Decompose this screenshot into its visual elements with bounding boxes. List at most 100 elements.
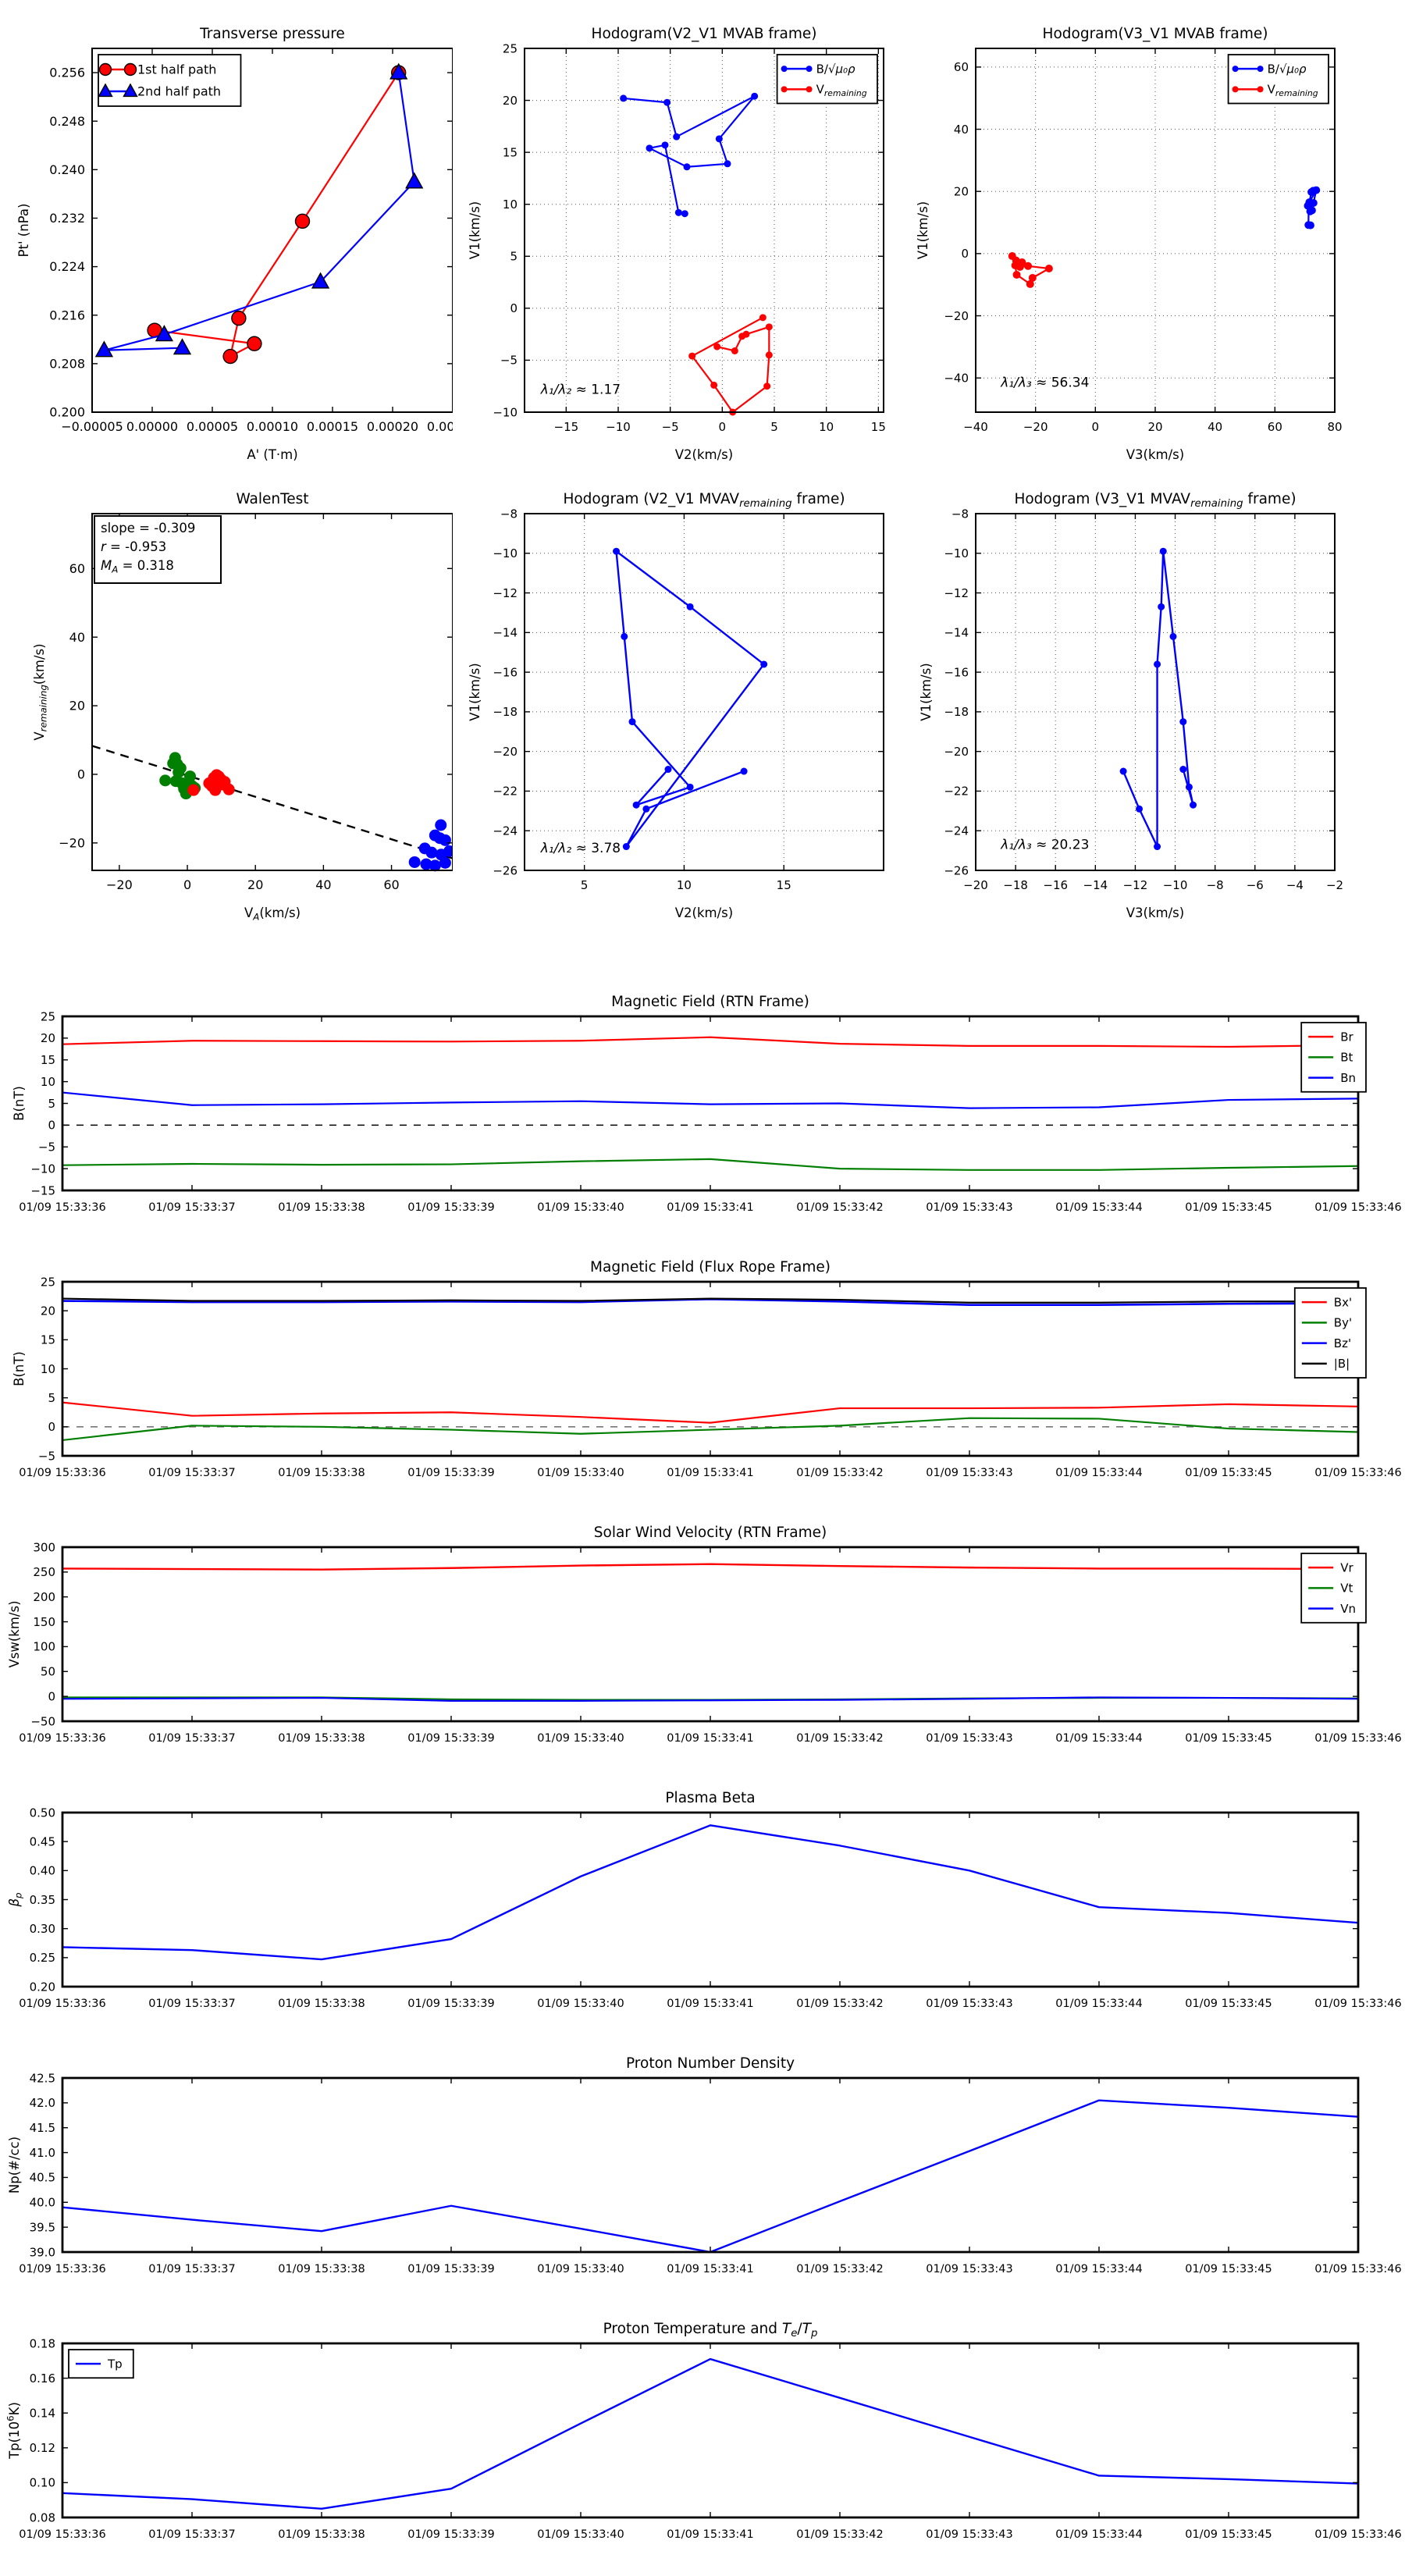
plot-title: Magnetic Field (Flux Rope Frame) (590, 1259, 831, 1276)
x-tick-label: 01/09 15:33:44 (1055, 1201, 1143, 1214)
x-axis-label: V3(km/s) (1126, 447, 1184, 462)
series-By' (61, 1417, 1360, 1442)
x-tick-label: 0.00000 (126, 419, 178, 434)
x-tick-label: 01/09 15:33:37 (148, 1201, 236, 1214)
chart-magnetic-field-rtn: 01/09 15:33:36 01/09 15:33:37 01/09 15:33:… (12, 994, 1402, 1214)
legend-label: Br (1340, 1030, 1353, 1044)
x-tick-label: −8 (1207, 878, 1224, 892)
plot-title: Plasma Beta (665, 1790, 755, 1806)
x-tick-label: 80 (1327, 420, 1342, 434)
y-tick-label: −18 (944, 705, 969, 719)
legend: Bx' By' Bz' |B| (1293, 1287, 1367, 1379)
x-tick-label: 01/09 15:33:40 (537, 1732, 624, 1745)
x-tick-label: 01/09 15:33:41 (667, 1732, 754, 1745)
legend: Vr Vt Vn (1300, 1553, 1367, 1624)
x-tick-label: −5 (662, 420, 679, 434)
x-tick-label: 01/09 15:33:37 (148, 1732, 236, 1745)
y-tick-label: 60 (69, 561, 85, 576)
y-tick-label: 39.0 (30, 2245, 55, 2259)
legend: 1st half path 2nd half path (98, 54, 242, 107)
series-Vr (61, 1563, 1360, 1571)
series-B-path (1304, 186, 1321, 229)
grid (975, 513, 1336, 871)
x-tick-label: 15 (871, 420, 886, 434)
y-tick-label: −14 (493, 626, 518, 640)
y-tick-label: −20 (493, 745, 518, 759)
y-tick-label: 0.200 (49, 405, 85, 420)
y-tick-label: 200 (33, 1590, 55, 1604)
y-tick-label: 41.0 (30, 2146, 55, 2160)
y-tick-label: 0.30 (30, 1922, 55, 1936)
ticks (62, 1546, 1359, 1722)
chart-magnetic-field-flux-rope: 01/09 15:33:36 01/09 15:33:37 01/09 15:33:… (12, 1259, 1402, 1479)
legend-label: 2nd half path (137, 84, 221, 99)
legend: Tp (68, 2349, 134, 2379)
y-tick-label: 250 (33, 1565, 55, 1579)
y-tick-label: 0.12 (30, 2441, 55, 2455)
x-axis-label: VA(km/s) (244, 906, 301, 923)
x-tick-label: 01/09 15:33:39 (407, 2263, 495, 2275)
x-tick-label: 20 (247, 877, 263, 892)
y-axis-label: B(nT) (12, 1351, 27, 1386)
axes-frame (91, 513, 453, 871)
x-tick-label: 01/09 15:33:43 (926, 1998, 1013, 2010)
x-tick-label: 01/09 15:33:38 (278, 2528, 365, 2541)
y-tick-label: 0.50 (30, 1806, 55, 1820)
x-tick-label: 01/09 15:33:44 (1055, 1732, 1143, 1745)
x-tick-label: 01/09 15:33:40 (537, 2528, 624, 2541)
series-1st half path (147, 65, 407, 365)
ticks (62, 2343, 1359, 2518)
x-tick-label: 01/09 15:33:38 (278, 1732, 365, 1745)
legend-label: Bz' (1334, 1336, 1351, 1350)
stats-box: slope = -0.309 r = -0.953 MA = 0.318 (94, 515, 222, 584)
chart-walen-test: −20 0 20 40 60 −20 0 20 40 60 WalenTest VA(km/s) Vre… (32, 491, 453, 923)
x-tick-label: 0.00025 (427, 419, 453, 434)
y-tick-label: 0.40 (30, 1864, 55, 1878)
axes-frame (524, 48, 884, 413)
x-tick-label: −0.00005 (61, 419, 123, 434)
y-tick-label: 0.16 (30, 2371, 55, 2386)
y-tick-label: 25 (503, 41, 518, 55)
y-tick-label: 15 (41, 1053, 55, 1067)
y-tick-label: 10 (41, 1362, 55, 1376)
y-tick-label: 42.0 (30, 2096, 55, 2110)
y-tick-label: 20 (69, 699, 85, 713)
y-tick-label: −16 (944, 665, 969, 679)
y-tick-label: 0.248 (49, 114, 85, 129)
y-tick-label: 0.45 (30, 1834, 55, 1848)
axes-frame (524, 513, 884, 871)
x-tick-label: 01/09 15:33:36 (19, 2263, 106, 2275)
ticks (975, 513, 1336, 871)
legend-label: B/√μ₀ρ (1268, 62, 1307, 76)
y-tick-label: 0 (48, 1420, 55, 1434)
legend-label: Vr (1340, 1560, 1353, 1574)
x-tick-label: 10 (677, 878, 692, 892)
chart-plasma-beta: 01/09 15:33:36 01/09 15:33:37 01/09 15:33:… (7, 1790, 1402, 2010)
plot-hodogram-v2v1-mvav: 5 10 15 −26 −24 −22 −20 −18 −16 −14 −12 −10 −8 Hodogr… (453, 482, 921, 951)
axes-frame (975, 513, 1336, 871)
y-axis-label: Vsw(km/s) (7, 1600, 22, 1667)
x-tick-label: 01/09 15:33:38 (278, 1467, 365, 1479)
y-tick-label: −50 (30, 1714, 55, 1728)
y-axis-label: Vremaining(km/s) (32, 643, 49, 740)
x-tick-label: 01/09 15:33:44 (1055, 1467, 1143, 1479)
chart-hodogram-v3v1-mvav: −20 −18 −16 −14 −12 −10 −8 −6 −4 −2 −26 −24 −22 −20 −1… (919, 491, 1343, 920)
legend-label: Vremaining (816, 83, 867, 98)
legend-label: Tp (107, 2357, 123, 2371)
x-tick-label: 0.00015 (307, 419, 358, 434)
x-tick-label: −15 (554, 420, 579, 434)
y-tick-label: 20 (503, 94, 518, 108)
x-tick-label: 5 (770, 420, 778, 434)
legend-label: Bx' (1334, 1295, 1352, 1309)
x-tick-label: 01/09 15:33:43 (926, 1201, 1013, 1214)
y-axis-label: V1(km/s) (468, 201, 482, 259)
plot-hodogram-v2v1-mvab: −15 −10 −5 0 5 10 15 −10 −5 0 5 10 15 20 25 Hodogram(V2… (453, 0, 921, 482)
x-tick-label: 01/09 15:33:40 (537, 1998, 624, 2010)
x-tick-label: −40 (963, 420, 988, 434)
y-tick-label: −22 (493, 785, 518, 799)
y-axis-label: Tp(106K) (5, 2402, 22, 2460)
x-tick-label: 01/09 15:33:44 (1055, 2263, 1143, 2275)
x-tick-label: 01/09 15:33:41 (667, 2263, 754, 2275)
plot-proton-temperature: 01/09 15:33:36 01/09 15:33:37 01/09 15:33:… (0, 2303, 1405, 2572)
